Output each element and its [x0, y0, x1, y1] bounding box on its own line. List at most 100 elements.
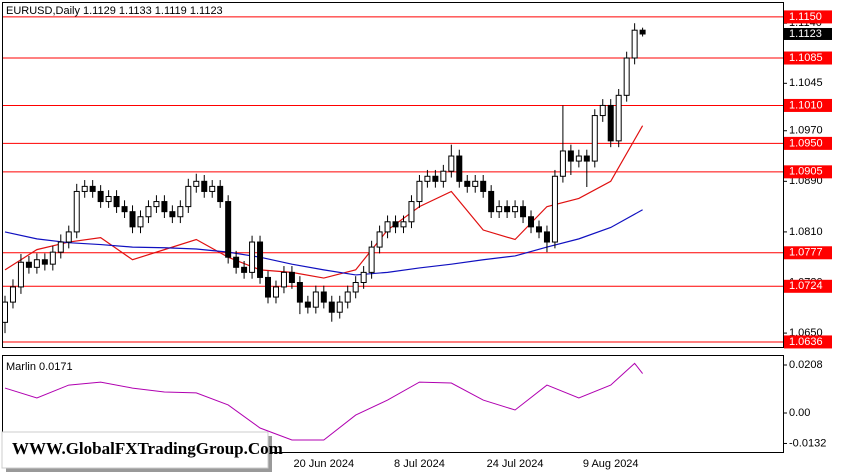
y-tick-label: 1.0970	[789, 125, 823, 137]
candle-body	[73, 190, 80, 233]
indicator-line	[4, 362, 643, 441]
level-label: 1.1085	[789, 52, 823, 64]
candle-body	[105, 196, 112, 203]
candle-body	[304, 301, 311, 308]
candle-body	[440, 170, 447, 182]
candle-body	[591, 115, 598, 162]
candle-body	[209, 185, 216, 192]
candle-body	[2, 301, 8, 323]
candle-body	[169, 211, 176, 218]
candle-body	[89, 185, 96, 192]
candle-body	[177, 206, 184, 218]
candle-body	[543, 231, 550, 243]
x-tick-label: 9 Aug 2024	[583, 458, 639, 470]
level-label-box	[784, 165, 832, 179]
candle-body	[448, 155, 455, 172]
candle-body	[41, 259, 48, 265]
candle-body	[113, 196, 120, 208]
candle-body	[249, 241, 256, 273]
y-tick-label: 0.0208	[789, 359, 823, 371]
candle-body	[257, 241, 264, 278]
indicator-title: Marlin 0.0171	[6, 361, 73, 373]
candle-body	[528, 216, 535, 228]
candle-body	[49, 251, 56, 265]
candle-body	[137, 216, 144, 228]
indicator-panel-frame	[2, 355, 784, 453]
candle-body	[535, 226, 542, 233]
candle-body	[352, 282, 359, 293]
candle-body	[33, 259, 40, 268]
candle-body	[288, 271, 295, 284]
candle-body	[145, 206, 152, 218]
candle-body	[233, 256, 240, 268]
candle-body	[575, 155, 582, 162]
level-label-box	[784, 335, 832, 349]
candle-body	[623, 57, 630, 96]
candle-body	[400, 221, 407, 228]
candle-body	[25, 261, 32, 268]
candle-body	[567, 150, 574, 162]
x-tick-label: 8 Jul 2024	[394, 458, 445, 470]
level-label: 1.1010	[789, 99, 823, 111]
candle-body	[488, 190, 495, 213]
candle-body	[161, 201, 168, 213]
candle-body	[97, 190, 104, 203]
candle-body	[615, 94, 622, 142]
plot-layer: 1.11401.10451.09701.08901.08101.07301.06…	[2, 10, 832, 470]
candle-body	[153, 201, 160, 208]
main-panel-frame	[2, 2, 784, 348]
level-label: 1.1150	[789, 11, 822, 23]
candle-body	[424, 175, 431, 182]
candle-body	[599, 104, 606, 117]
last-price-box	[784, 27, 832, 40]
candle-body	[464, 180, 471, 187]
candle-body	[432, 175, 439, 182]
candle-body	[520, 206, 527, 218]
candle-body	[296, 282, 303, 303]
candle-body	[376, 231, 383, 248]
y-tick-label: 0.00	[789, 407, 810, 419]
level-label: 1.0777	[789, 247, 823, 259]
candle-body	[631, 29, 638, 59]
candle-body	[201, 180, 208, 192]
candle-body	[193, 180, 200, 187]
level-label: 1.0905	[789, 166, 823, 178]
candle-body	[81, 185, 88, 192]
candle-body	[344, 291, 351, 303]
candle-body	[551, 175, 558, 243]
candle-body	[496, 206, 503, 213]
candle-body	[265, 276, 272, 298]
level-label-box	[784, 98, 832, 112]
candle-body	[360, 271, 367, 284]
candle-body	[241, 266, 248, 273]
candle-body	[392, 221, 399, 228]
last-price-label: 1.1123	[789, 28, 822, 40]
candle-body	[272, 286, 279, 298]
candle-body	[328, 301, 335, 313]
candle-body	[121, 206, 128, 213]
chart-title: EURUSD,Daily 1.1129 1.1133 1.1119 1.1123	[6, 5, 223, 17]
candle-body	[583, 155, 590, 162]
candle-body	[129, 211, 136, 228]
candle-body	[185, 185, 192, 208]
level-label-box	[784, 51, 832, 65]
candle-body	[456, 155, 463, 182]
candle-body	[639, 29, 646, 35]
candle-body	[9, 286, 16, 303]
y-tick-label: 1.0810	[789, 226, 823, 238]
watermark: WWW.GlobalFXTradingGroup.Com	[12, 439, 283, 458]
candle-body	[17, 261, 24, 288]
candle-body	[480, 180, 487, 192]
moving-average	[4, 209, 643, 276]
y-tick-label: -0.0132	[789, 437, 826, 449]
level-label: 1.0636	[789, 336, 823, 348]
candle-body	[559, 150, 566, 177]
x-tick-label: 20 Jun 2024	[294, 458, 355, 470]
candle-body	[217, 185, 224, 203]
level-label-box	[784, 136, 832, 150]
candle-body	[57, 241, 64, 253]
candle-body	[607, 104, 614, 142]
level-label-box	[784, 279, 832, 293]
